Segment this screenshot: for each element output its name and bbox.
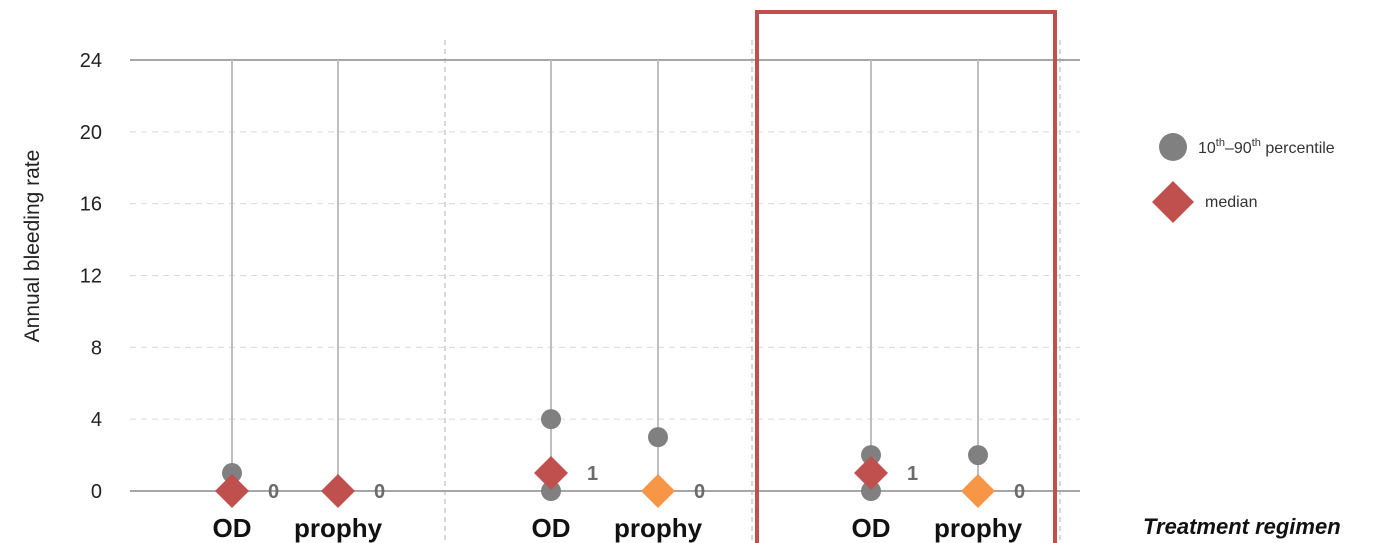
p90-point-g2-OD: [541, 409, 561, 430]
highlight-box: [755, 10, 1057, 543]
median-marker-g3-prophy: [961, 474, 995, 508]
median-label-g2-prophy: 0: [694, 481, 705, 503]
y-tick-label-24: 24: [80, 50, 102, 72]
median-label-g1-prophy: 0: [374, 481, 385, 503]
p90-point-g3-prophy: [968, 445, 988, 466]
legend-median-marker: [1152, 181, 1194, 223]
x-axis-title: Treatment regimen: [1143, 514, 1341, 539]
p90-point-g2-prophy: [648, 427, 668, 448]
grid-layer: [130, 131, 1080, 420]
y-tick-label-0: 0: [91, 481, 102, 503]
p10-point-g3-OD: [861, 481, 881, 501]
category-label-g1-OD: OD: [213, 513, 252, 543]
labels-layer: 0 4 8 12 16 20 24 0 OD 0 prophy 1 OD 0 prophy 1 OD 0 proph…: [80, 50, 1025, 543]
axis-layer: [130, 59, 1080, 492]
y-tick-label-20: 20: [80, 122, 102, 144]
marks-layer: [215, 10, 1057, 543]
legend-median-label: median: [1205, 194, 1257, 211]
y-tick-label-16: 16: [80, 194, 102, 216]
y-axis-label: Annual bleeding rate: [21, 150, 44, 343]
legend: 10th–90th percentile median: [1152, 133, 1335, 223]
median-marker-g3-OD: [854, 456, 888, 491]
group-dividers: [444, 40, 1061, 543]
median-label-g3-prophy: 0: [1014, 481, 1025, 503]
median-label-g3-OD: 1: [907, 463, 918, 485]
median-label-g1-OD: 0: [268, 481, 279, 503]
median-marker-g2-OD: [534, 456, 568, 491]
y-tick-label-12: 12: [80, 266, 102, 288]
category-label-g3-OD: OD: [852, 513, 891, 543]
legend-percentile-marker: [1159, 133, 1187, 161]
category-label-g2-prophy: prophy: [614, 513, 703, 543]
median-marker-g1-OD: [215, 474, 249, 508]
median-label-g2-OD: 1: [587, 463, 598, 485]
y-tick-label-8: 8: [91, 337, 102, 359]
category-label-g2-OD: OD: [532, 513, 571, 543]
category-label-g3-prophy: prophy: [934, 513, 1023, 543]
median-marker-g2-prophy: [641, 474, 675, 508]
legend-percentile-label: 10th–90th percentile: [1198, 137, 1335, 157]
p90-point-g1-OD: [222, 463, 242, 484]
category-label-g1-prophy: prophy: [294, 513, 383, 543]
p90-point-g3-OD: [861, 445, 881, 466]
median-marker-g1-prophy: [321, 474, 355, 508]
p10-point-g2-OD: [541, 481, 561, 501]
y-tick-label-4: 4: [91, 409, 102, 431]
